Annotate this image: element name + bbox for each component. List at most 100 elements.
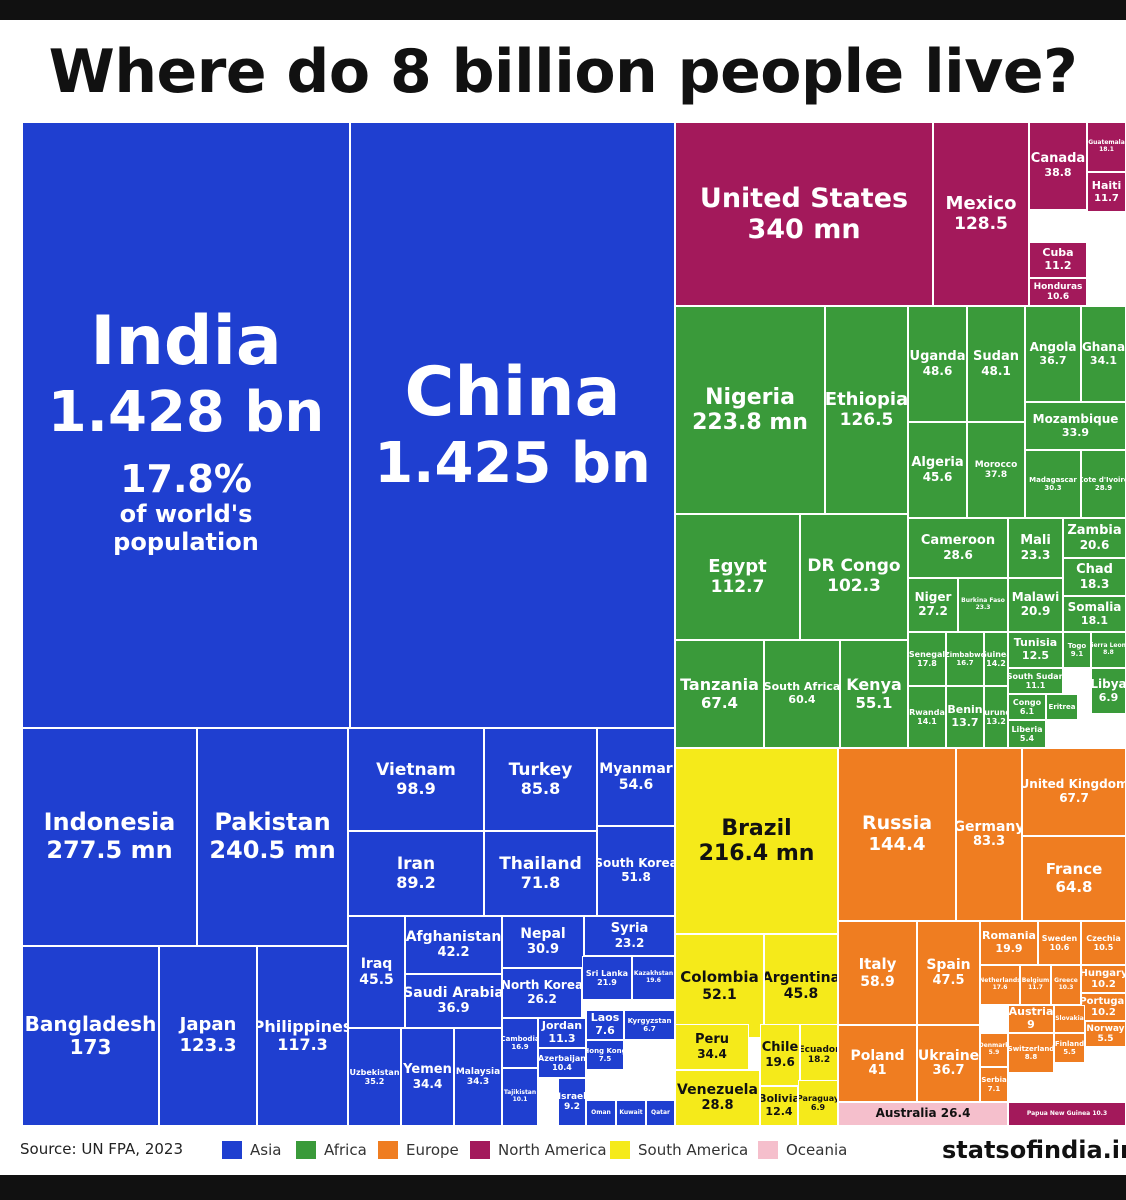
- cell-name: Nigeria: [705, 384, 795, 410]
- cell-value: 11.1: [1025, 681, 1046, 690]
- cell-value: 26.2: [527, 992, 557, 1006]
- cell-mexico: Mexico 128.5: [933, 122, 1029, 306]
- cell-value: 14.1: [917, 717, 937, 726]
- cell-haiti: Haiti 11.7: [1087, 172, 1126, 212]
- legend-item-africa: Africa: [296, 1140, 367, 1160]
- cell-value: 7.5: [598, 1055, 612, 1063]
- cell-guinea: Guinea14.2: [984, 632, 1008, 686]
- legend-item-oceania: Oceania: [758, 1140, 847, 1160]
- cell-value: 54.6: [618, 777, 654, 793]
- cell-iraq: Iraq 45.5: [348, 916, 405, 1028]
- cell-uzbekistan: Uzbekistan 35.2: [348, 1028, 401, 1126]
- cell-name: Uganda: [909, 348, 966, 364]
- cell-name: Azerbaijan: [538, 1053, 586, 1063]
- cell-nepal: Nepal 30.9: [502, 916, 584, 968]
- cell-name: Uzbekistan: [349, 1067, 400, 1077]
- cell-name: Peru: [694, 1031, 729, 1047]
- cell-name: Oman: [591, 1108, 611, 1116]
- cell-jordan: Jordan 11.3: [538, 1018, 586, 1048]
- cell-value: 67.7: [1059, 791, 1089, 805]
- cell-value: 33.9: [1061, 425, 1090, 439]
- cell-value: 18.3: [1079, 576, 1110, 591]
- cell-name: Jordan: [541, 1019, 583, 1033]
- cell-venezuela: Venezuela 28.8: [675, 1070, 760, 1126]
- brand-label: statsofindia.in: [942, 1136, 1126, 1164]
- cell-value: 42.2: [437, 944, 470, 960]
- cell-name: Germany: [956, 818, 1022, 835]
- cell-name: DR Congo: [807, 556, 901, 577]
- cell-thailand: Thailand 71.8: [484, 831, 597, 916]
- legend-label: Africa: [324, 1141, 367, 1159]
- cell-russia: Russia 144.4: [838, 748, 956, 921]
- cell-value: 277.5 mn: [46, 836, 173, 864]
- cell-name: Russia: [861, 812, 933, 835]
- cell-value: 14.2: [986, 659, 1006, 668]
- cell-ukraine: Ukraine 36.7: [917, 1025, 980, 1102]
- cell-name: Togo: [1067, 641, 1087, 650]
- cell-australia: Australia 26.4: [838, 1102, 1008, 1126]
- cell-honduras: Honduras 10.6: [1029, 278, 1087, 306]
- cell-value: 10.2: [1091, 979, 1116, 990]
- cell-name: Angola: [1029, 339, 1077, 354]
- cell-name: Cote d'Ivoire: [1082, 475, 1126, 484]
- cell-india: India 1.428 bn 17.8% of world's population: [22, 122, 350, 728]
- cell-value: 27.2: [918, 604, 948, 618]
- cell-name: United Kingdom: [1022, 777, 1126, 792]
- cell-morocco: Morocco 37.8: [967, 422, 1025, 518]
- cell-value: 45.6: [922, 469, 953, 484]
- cell-name: Laos: [590, 1011, 620, 1025]
- cell-belgium: Belgium 11.7: [1020, 965, 1051, 1005]
- cell-value: 12.5: [1021, 649, 1050, 662]
- cell-name: Denmark: [980, 1042, 1008, 1050]
- cell-chad: Chad 18.3: [1063, 558, 1126, 596]
- cell-name: Slovakia: [1055, 1014, 1084, 1022]
- cell-hungary: Hungary 10.2: [1081, 965, 1126, 993]
- cell-value: 67.4: [700, 693, 738, 712]
- cell-tajikistan: Tajikistan 10.1: [502, 1068, 538, 1126]
- cell-value: 19.6: [646, 977, 661, 984]
- cell-value: 6.7: [643, 1025, 656, 1033]
- cell-name: Sierra Leone: [1091, 642, 1126, 650]
- cell-value: 41: [868, 1063, 887, 1079]
- cell-value: 28.6: [943, 547, 973, 562]
- cell-tunisia: Tunisia 12.5: [1008, 632, 1063, 668]
- cell-kuwait: Kuwait: [616, 1100, 646, 1126]
- cell-name: Chad: [1076, 561, 1113, 577]
- cell-nigeria: Nigeria 223.8 mn: [675, 306, 825, 514]
- cell-ecuador: Ecuador 18.2: [800, 1024, 838, 1086]
- cell-value: 126.5: [839, 409, 894, 430]
- cell-value: 18.2: [807, 1055, 831, 1065]
- cell-value: 60.4: [788, 693, 816, 706]
- cell-value: 28.8: [701, 1097, 734, 1113]
- cell-name: Ghana: [1081, 339, 1126, 354]
- cell-name: Somalia: [1067, 599, 1122, 614]
- cell-name: France: [1045, 860, 1103, 879]
- cell-name: Finland: [1054, 1039, 1085, 1048]
- cell-name: Japan: [179, 1014, 237, 1036]
- cell-value: 19.6: [765, 1054, 795, 1069]
- cell-value: 58.9: [860, 973, 895, 990]
- cell-portugal: Portugal 10.2: [1081, 993, 1126, 1021]
- legend-label: South America: [638, 1141, 749, 1159]
- cell-vietnam: Vietnam 98.9: [348, 728, 484, 831]
- cell-value: 144.4: [868, 834, 926, 856]
- cell-value: 37.8: [984, 470, 1008, 480]
- cell-name: South Korea: [597, 856, 675, 871]
- cell-value: 10.6: [1046, 292, 1070, 302]
- cell-name: Austria: [1008, 1005, 1054, 1019]
- cell-value: 9: [1027, 1018, 1035, 1031]
- cell-name: Saudi Arabia: [405, 985, 502, 1002]
- legend-swatch: [610, 1141, 630, 1159]
- cell-value: 85.8: [520, 779, 561, 799]
- cell-value: 9.1: [1070, 650, 1084, 658]
- cell-share-note: population: [113, 527, 259, 556]
- cell-name: Ethiopia: [825, 388, 908, 410]
- cell-value: 13.2: [986, 717, 1006, 726]
- cell-name: Kazakhstan: [633, 970, 674, 978]
- cell-value: 23.3: [975, 604, 991, 611]
- source-label: Source: UN FPA, 2023: [20, 1140, 183, 1158]
- cell-name: Greece: [1054, 977, 1078, 985]
- cell-name: Liberia: [1011, 724, 1043, 734]
- cell-name: Qatar: [650, 1108, 671, 1116]
